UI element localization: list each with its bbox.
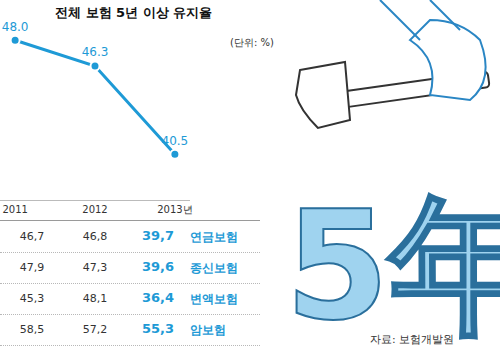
- svg-text:2013년: 2013년: [157, 204, 192, 215]
- svg-text:(단위: %): (단위: %): [230, 37, 274, 48]
- svg-text:5年: 5年: [285, 179, 500, 353]
- svg-text:40.5: 40.5: [162, 134, 189, 148]
- svg-text:전체 보험 5년 이상 유지율: 전체 보험 5년 이상 유지율: [55, 5, 212, 20]
- svg-text:2011: 2011: [2, 204, 27, 215]
- svg-text:48.0: 48.0: [2, 20, 29, 34]
- svg-text:2012: 2012: [82, 204, 107, 215]
- svg-text:46.3: 46.3: [82, 45, 109, 59]
